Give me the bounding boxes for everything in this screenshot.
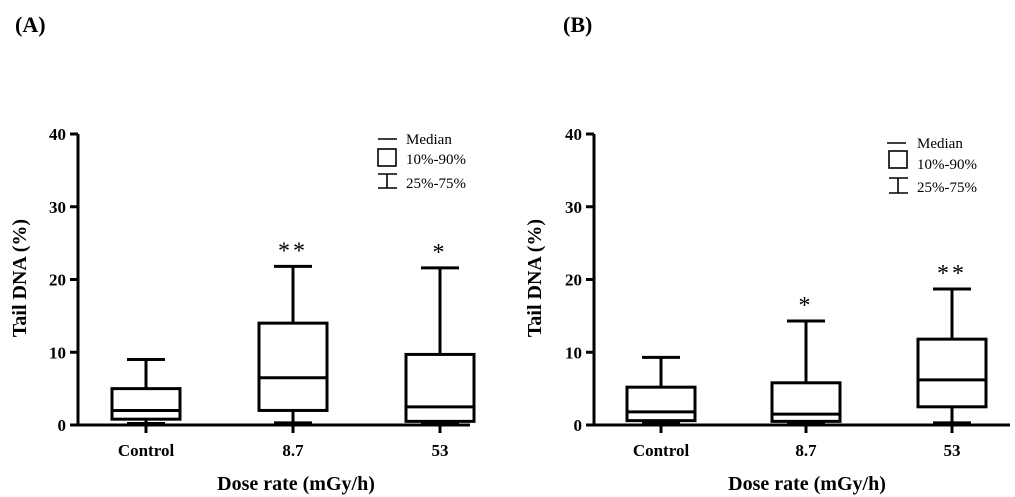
significance-marker: ** <box>937 261 967 287</box>
iqr-box <box>770 381 842 423</box>
panel-label: (B) <box>563 12 592 37</box>
iqr-box <box>404 352 476 423</box>
panel-label: (A) <box>15 12 46 37</box>
legend-median-label: Median <box>406 132 452 148</box>
legend-whisker-symbol <box>889 177 908 194</box>
box-53: ** <box>916 261 988 425</box>
x-axis-title: Dose rate (mGy/h) <box>217 473 375 495</box>
x-tick-label: 53 <box>432 441 449 460</box>
iqr-box <box>625 385 697 423</box>
box-8.7: ** <box>257 238 329 425</box>
significance-marker: * <box>433 240 448 266</box>
box-8.7: * <box>770 293 842 426</box>
x-tick-label: 53 <box>944 441 961 460</box>
legend: Median 10%-90% 25%-75% <box>377 132 466 192</box>
legend-whisker-label: 25%-75% <box>917 180 977 196</box>
iqr-box <box>916 337 988 409</box>
significance-marker: * <box>799 293 814 319</box>
iqr-box <box>110 387 182 421</box>
legend: Median 10%-90% 25%-75% <box>887 136 977 196</box>
y-tick-label: 30 <box>565 198 582 217</box>
legend-box-symbol <box>377 148 397 167</box>
legend-median-label: Median <box>917 136 963 152</box>
y-axis-title: Tail DNA (%) <box>524 219 546 337</box>
box-53: * <box>404 240 476 426</box>
y-tick-label: 40 <box>49 125 66 144</box>
box-Control <box>110 358 182 426</box>
panel-a: (A) Tail DNA (%) Dose rate (mGy/h) Media… <box>9 12 476 495</box>
iqr-box <box>257 321 329 412</box>
legend-box-label: 10%-90% <box>917 157 977 173</box>
y-tick-label: 10 <box>565 343 582 362</box>
y-tick-label: 0 <box>58 416 67 435</box>
x-tick-label: 8.7 <box>282 441 304 460</box>
y-tick-label: 20 <box>49 271 66 290</box>
y-tick-label: 0 <box>574 416 583 435</box>
legend-box-symbol <box>888 150 908 169</box>
x-axis-title: Dose rate (mGy/h) <box>728 473 886 495</box>
legend-whisker-symbol <box>378 173 397 189</box>
y-tick-label: 10 <box>49 343 66 362</box>
panel-b: (B) Tail DNA (%) Dose rate (mGy/h) Media… <box>524 12 1010 495</box>
x-tick-label: Control <box>633 441 690 460</box>
legend-box-label: 10%-90% <box>406 152 466 168</box>
significance-marker: ** <box>278 238 308 264</box>
x-tick-label: Control <box>118 441 175 460</box>
legend-whisker-label: 25%-75% <box>406 176 466 192</box>
x-tick-label: 8.7 <box>795 441 817 460</box>
box-Control <box>625 355 697 426</box>
y-tick-label: 40 <box>565 125 582 144</box>
y-tick-label: 30 <box>49 198 66 217</box>
y-tick-label: 20 <box>565 271 582 290</box>
y-axis-title: Tail DNA (%) <box>9 219 31 337</box>
